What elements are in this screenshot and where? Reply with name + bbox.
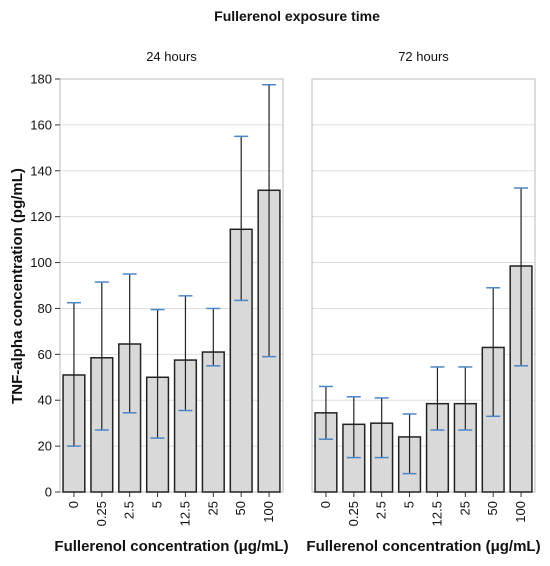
panel-1-x-tick-label: 0 bbox=[66, 501, 81, 508]
panel-1-x-tick-label: 0.25 bbox=[94, 501, 109, 526]
panel-1-x-axis-label: Fullerenol concentration (μg/mL) bbox=[54, 538, 288, 555]
panel-2-x-tick-label: 50 bbox=[485, 501, 500, 515]
panel-1-x-tick-label: 100 bbox=[261, 501, 276, 523]
panel-2-x-tick-label: 2.5 bbox=[374, 501, 389, 519]
panel-2-x-tick-label: 12.5 bbox=[429, 501, 444, 526]
y-tick-label: 160 bbox=[30, 117, 52, 132]
panel-1-frame bbox=[59, 78, 284, 493]
y-tick-label: 80 bbox=[38, 301, 52, 316]
y-axis-label: TNF-alpha concentration (pg/mL) bbox=[9, 168, 26, 404]
panel-2-frame bbox=[311, 78, 536, 493]
panel-1-x-tick-label: 12.5 bbox=[177, 501, 192, 526]
y-tick-label: 20 bbox=[38, 439, 52, 454]
y-tick-label: 180 bbox=[30, 72, 52, 87]
panel-2-x-tick-label: 100 bbox=[513, 501, 528, 523]
panel-1-x-tick-label: 5 bbox=[150, 501, 165, 508]
y-tick-label: 140 bbox=[30, 163, 52, 178]
panel-2-x-axis-label: Fullerenol concentration (μg/mL) bbox=[306, 538, 540, 555]
y-tick-label: 120 bbox=[30, 209, 52, 224]
panel-1-x-tick-label: 50 bbox=[233, 501, 248, 515]
y-tick-label: 60 bbox=[38, 347, 52, 362]
panel-2-x-tick-label: 5 bbox=[402, 501, 417, 508]
panel-2-label: 72 hours bbox=[398, 49, 449, 64]
panel-1-bar-25 bbox=[201, 351, 225, 493]
y-tick-label: 100 bbox=[30, 255, 52, 270]
panel-2-x-tick-label: 0.25 bbox=[346, 501, 361, 526]
panel-1-label: 24 hours bbox=[146, 49, 197, 64]
panel-2-x-tick-label: 25 bbox=[457, 501, 472, 515]
chart-title: Fullerenol exposure time bbox=[214, 8, 380, 24]
y-tick-label: 40 bbox=[38, 393, 52, 408]
panel-1-x-tick-label: 25 bbox=[205, 501, 220, 515]
y-tick-label: 0 bbox=[45, 485, 52, 500]
panel-1-x-tick-label: 2.5 bbox=[122, 501, 137, 519]
panel-2-x-tick-label: 0 bbox=[318, 501, 333, 508]
